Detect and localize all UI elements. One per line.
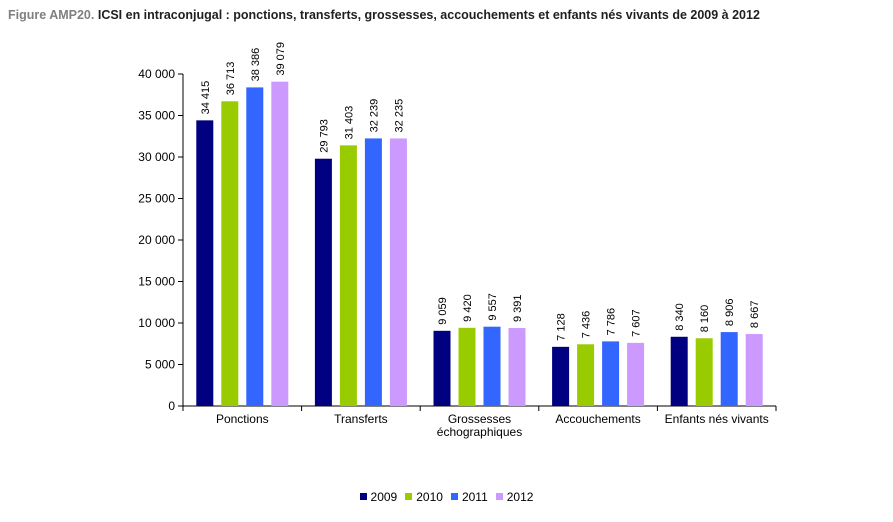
legend-label: 2009 xyxy=(370,490,398,504)
bar-value-label: 32 239 xyxy=(368,99,380,133)
bar-value-label: 7 436 xyxy=(581,311,593,339)
bar-value-label: 9 557 xyxy=(487,293,499,321)
y-tick-label: 20 000 xyxy=(138,233,175,247)
bar xyxy=(458,327,476,406)
x-category-label: Grossesses xyxy=(448,412,511,426)
figure-number: Figure AMP20. xyxy=(8,8,95,22)
bar xyxy=(720,332,738,406)
bar-value-label: 7 607 xyxy=(631,309,643,337)
y-tick-label: 25 000 xyxy=(138,192,175,206)
bar xyxy=(389,138,407,406)
x-category-label: Accouchements xyxy=(555,412,640,426)
bar xyxy=(196,120,214,406)
bar xyxy=(670,336,688,406)
bar-value-label: 39 079 xyxy=(275,42,287,76)
x-category-label: Transferts xyxy=(334,412,388,426)
bar xyxy=(339,145,357,406)
bar-value-label: 7 786 xyxy=(606,308,618,336)
bar xyxy=(627,342,645,406)
bar xyxy=(745,334,763,406)
legend-label: 2011 xyxy=(461,490,488,504)
bar-value-label: 8 160 xyxy=(699,305,711,333)
bar-value-label: 34 415 xyxy=(200,81,212,115)
y-tick-label: 15 000 xyxy=(138,275,175,289)
bar-value-label: 9 420 xyxy=(462,294,474,322)
bar-value-label: 8 906 xyxy=(724,299,736,327)
bar-value-label: 9 059 xyxy=(437,297,449,325)
y-tick-label: 0 xyxy=(168,399,175,413)
legend-item: 2011 xyxy=(450,490,488,504)
bar xyxy=(695,338,713,406)
bar xyxy=(271,81,289,407)
bar xyxy=(221,101,239,406)
figure-title: Figure AMP20. ICSI en intraconjugal : po… xyxy=(8,8,760,22)
bar-value-label: 31 403 xyxy=(343,106,355,140)
legend-label: 2012 xyxy=(506,490,534,504)
bar xyxy=(364,138,382,406)
bar xyxy=(246,87,264,406)
figure-title-text: ICSI en intraconjugal : ponctions, trans… xyxy=(97,8,760,22)
y-tick-label: 10 000 xyxy=(138,316,175,330)
bar-value-label: 9 391 xyxy=(512,295,524,323)
y-tick-label: 5 000 xyxy=(145,358,175,372)
bar xyxy=(433,330,451,406)
x-category-label: Ponctions xyxy=(216,412,269,426)
legend-swatch xyxy=(405,493,413,500)
x-category-label: Enfants nés vivants xyxy=(665,412,769,426)
legend-label: 2010 xyxy=(416,490,443,504)
bar-chart: 0 5 000 10 000 15 000 20 000 25 000 30 000 35 0… xyxy=(138,42,777,439)
legend-swatch xyxy=(450,493,458,500)
bar-value-label: 32 235 xyxy=(393,99,405,133)
bar-value-label: 29 793 xyxy=(318,119,330,153)
bar-value-label: 38 386 xyxy=(250,48,262,82)
bar xyxy=(602,341,620,406)
legend-item: 2010 xyxy=(405,490,443,504)
y-tick-label: 30 000 xyxy=(138,150,175,164)
bar-value-label: 36 713 xyxy=(225,62,237,96)
bar xyxy=(552,346,570,406)
bar-value-label: 7 128 xyxy=(556,313,568,341)
bar-value-label: 8 667 xyxy=(749,301,761,329)
y-tick-label: 35 000 xyxy=(138,109,175,123)
y-tick-label: 40 000 xyxy=(138,67,175,81)
bar xyxy=(577,344,595,406)
bar xyxy=(314,158,332,406)
legend-item: 2012 xyxy=(495,490,534,504)
legend-item: 2009 xyxy=(359,490,398,504)
bar xyxy=(508,328,526,406)
bar-value-label: 8 340 xyxy=(674,303,686,331)
chart-legend: 2009 2010 2011 2012 xyxy=(0,490,893,504)
legend-swatch xyxy=(359,493,367,500)
x-category-label: échographiques xyxy=(437,425,522,439)
bar xyxy=(483,326,501,406)
legend-swatch xyxy=(495,493,503,500)
